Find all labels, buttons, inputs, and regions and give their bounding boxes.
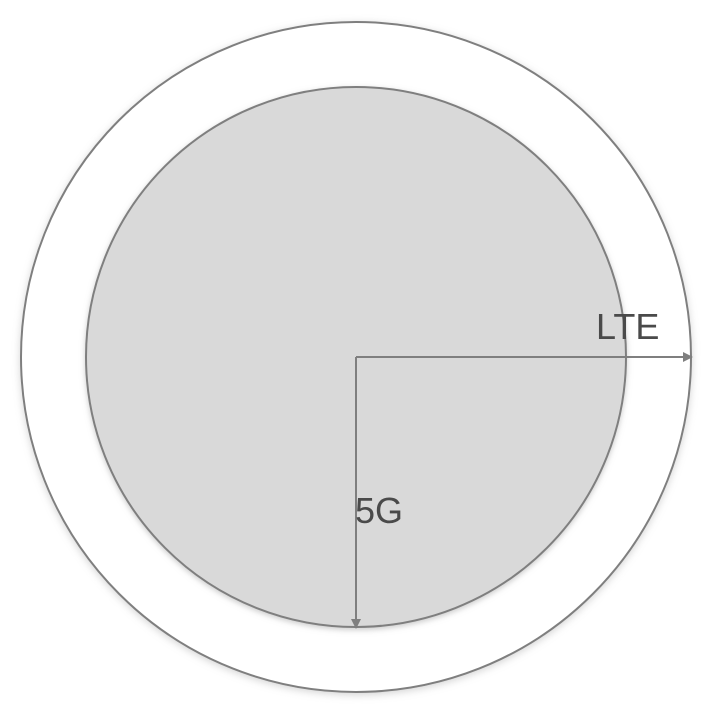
lte-label: LTE (596, 306, 659, 348)
5g-label: 5G (355, 490, 403, 532)
coverage-diagram: LTE 5G (0, 0, 712, 714)
diagram-svg (0, 0, 712, 714)
